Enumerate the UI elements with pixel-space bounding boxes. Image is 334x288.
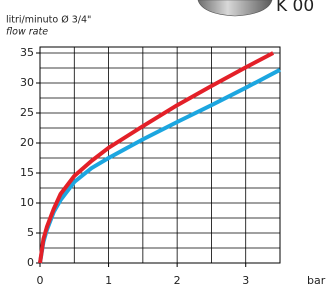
x-tick-label: 3 xyxy=(242,274,249,287)
y-tick-label: 0 xyxy=(27,256,34,269)
x-tick-label: 1 xyxy=(105,274,112,287)
page: {"header": {"product_code": "K 00"}, "ch… xyxy=(0,0,334,288)
y-axis-label: litri/minuto Ø 3/4" xyxy=(6,15,91,26)
x-tick-label: 0 xyxy=(37,274,44,287)
product-image xyxy=(198,0,272,16)
y-tick-label: 10 xyxy=(20,196,34,209)
flow-curve xyxy=(40,70,280,263)
y-tick-label: 30 xyxy=(20,76,34,89)
y-tick-label: 20 xyxy=(20,136,34,149)
chart: K 00 litri/minuto Ø 3/4" flow rate bar 0… xyxy=(0,0,334,288)
y-tick-label: 35 xyxy=(20,46,34,59)
y-tick-label: 25 xyxy=(20,106,34,119)
y-tick-label: 5 xyxy=(27,226,34,239)
y-axis-sublabel: flow rate xyxy=(6,27,48,38)
y-tick-label: 15 xyxy=(20,166,34,179)
plot-frame xyxy=(40,47,280,263)
x-axis-label: bar xyxy=(307,274,326,287)
product-code: K 00 xyxy=(276,0,314,16)
x-tick-label: 2 xyxy=(174,274,181,287)
